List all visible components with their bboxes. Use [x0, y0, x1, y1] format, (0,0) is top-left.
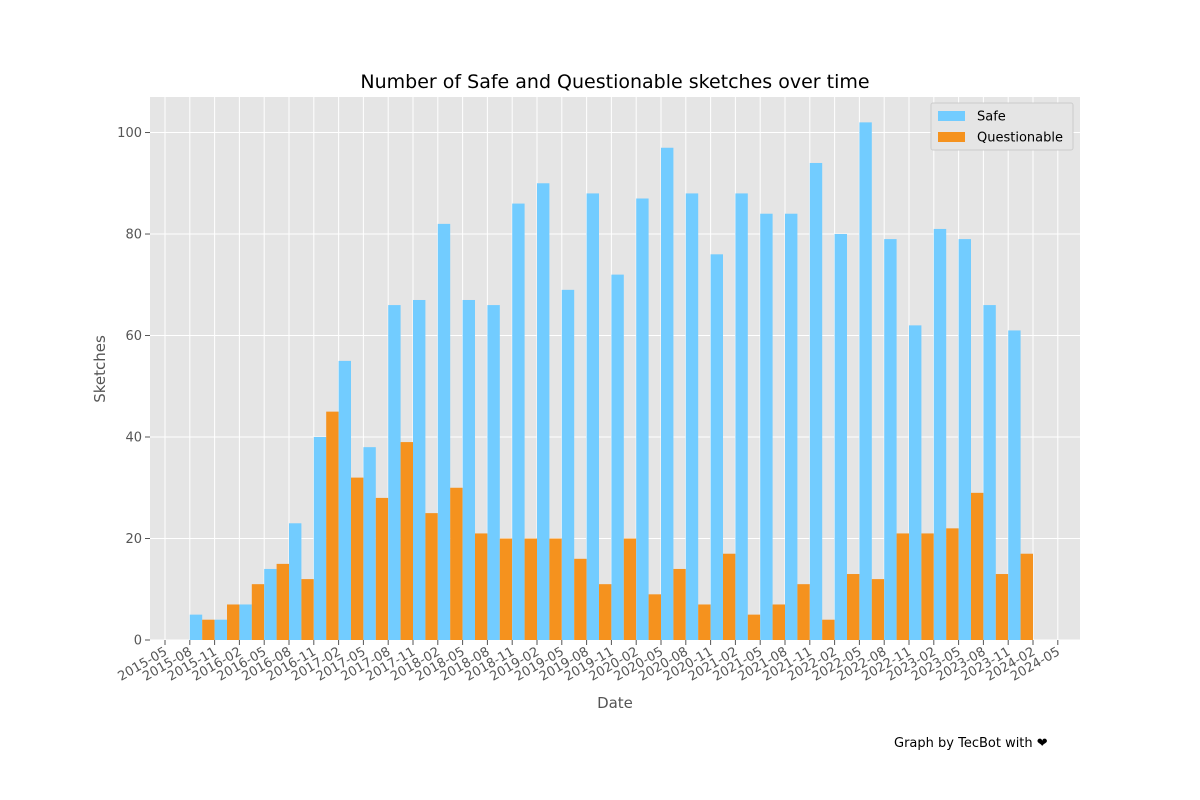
bar-questionable: [847, 574, 860, 640]
y-axis-label: Sketches: [91, 335, 109, 403]
y-tick-label: 20: [125, 532, 142, 547]
bar-safe: [512, 203, 525, 640]
bar-safe: [239, 604, 252, 640]
bar-questionable: [375, 497, 389, 640]
bar-safe: [760, 213, 773, 641]
bar-questionable: [797, 584, 810, 640]
bar-safe: [785, 213, 798, 641]
bars: [189, 122, 1033, 641]
bar-questionable: [400, 442, 413, 640]
bar-safe: [1008, 330, 1021, 640]
bar-questionable: [524, 538, 537, 640]
bar-safe: [859, 122, 872, 640]
bar-questionable: [475, 533, 488, 640]
bar-questionable: [623, 538, 637, 640]
bar-questionable: [871, 579, 885, 640]
bar-questionable: [772, 604, 785, 640]
bar-questionable: [574, 558, 587, 640]
y-tick-label: 0: [134, 634, 142, 649]
bar-safe: [884, 239, 897, 641]
bar-safe: [909, 325, 922, 640]
bar-questionable: [326, 411, 339, 640]
bar-questionable: [995, 574, 1009, 640]
bar-questionable: [648, 594, 661, 640]
bar-questionable: [946, 528, 959, 640]
bar-questionable: [599, 584, 612, 640]
bar-safe: [289, 523, 302, 640]
y-tick-label: 80: [125, 228, 142, 243]
bar-safe: [264, 568, 277, 640]
bar-questionable: [747, 614, 761, 640]
bar-questionable: [1020, 553, 1033, 640]
bar-questionable: [673, 568, 686, 640]
bar-safe: [338, 360, 351, 640]
bar-safe: [983, 305, 996, 640]
bar-safe: [561, 289, 575, 640]
bar-questionable: [698, 604, 711, 640]
bar-safe: [611, 274, 624, 640]
bar-safe: [214, 619, 227, 640]
bar-safe: [735, 193, 748, 640]
bar-safe: [636, 198, 649, 640]
bar-questionable: [723, 553, 736, 640]
y-axis: 0 20 40 60 80 100: [117, 126, 150, 649]
legend-label: Questionable: [977, 131, 1063, 146]
x-axis: 2015-052015-082015-112016-022016-052016-…: [115, 640, 1063, 685]
bar-safe: [933, 228, 947, 641]
bar-safe: [437, 223, 451, 641]
legend-box: [930, 102, 1074, 151]
bar-questionable: [227, 604, 240, 640]
credit-text: Graph by TecBot with ❤: [894, 736, 1048, 751]
bar-questionable: [822, 619, 835, 640]
bar-safe: [388, 305, 401, 640]
y-tick-label: 100: [117, 126, 142, 141]
bar-questionable: [921, 533, 934, 640]
bar-safe: [413, 299, 426, 640]
bar-safe: [363, 447, 376, 640]
bar-safe: [487, 305, 500, 640]
y-tick-label: 40: [125, 431, 142, 446]
x-axis-label: Date: [597, 694, 633, 712]
bar-safe: [537, 183, 550, 640]
bar-safe: [586, 193, 599, 640]
bar-questionable: [251, 584, 265, 640]
bar-questionable: [971, 492, 984, 640]
bar-questionable: [896, 533, 909, 640]
bar-safe: [189, 614, 203, 640]
bar-safe: [958, 239, 971, 641]
bar-questionable: [425, 513, 438, 640]
bar-questionable: [276, 563, 289, 640]
bar-questionable: [549, 538, 562, 640]
bar-questionable: [351, 477, 364, 640]
bar-safe: [462, 299, 475, 640]
bar-safe: [685, 193, 699, 640]
legend-label: Safe: [977, 110, 1006, 125]
bar-questionable: [301, 579, 314, 640]
bar-safe: [313, 437, 327, 640]
bar-safe: [834, 234, 847, 641]
legend-swatch: [938, 111, 965, 121]
legend-swatch: [938, 132, 965, 142]
y-tick-label: 60: [125, 329, 142, 344]
bar-questionable: [499, 538, 513, 640]
bar-questionable: [202, 619, 215, 640]
bar-safe: [661, 147, 674, 640]
chart-title: Number of Safe and Questionable sketches…: [360, 71, 869, 93]
bar-safe: [809, 162, 823, 640]
bar-questionable: [450, 487, 463, 640]
legend: Safe Questionable: [930, 102, 1074, 151]
bar-safe: [710, 254, 723, 641]
